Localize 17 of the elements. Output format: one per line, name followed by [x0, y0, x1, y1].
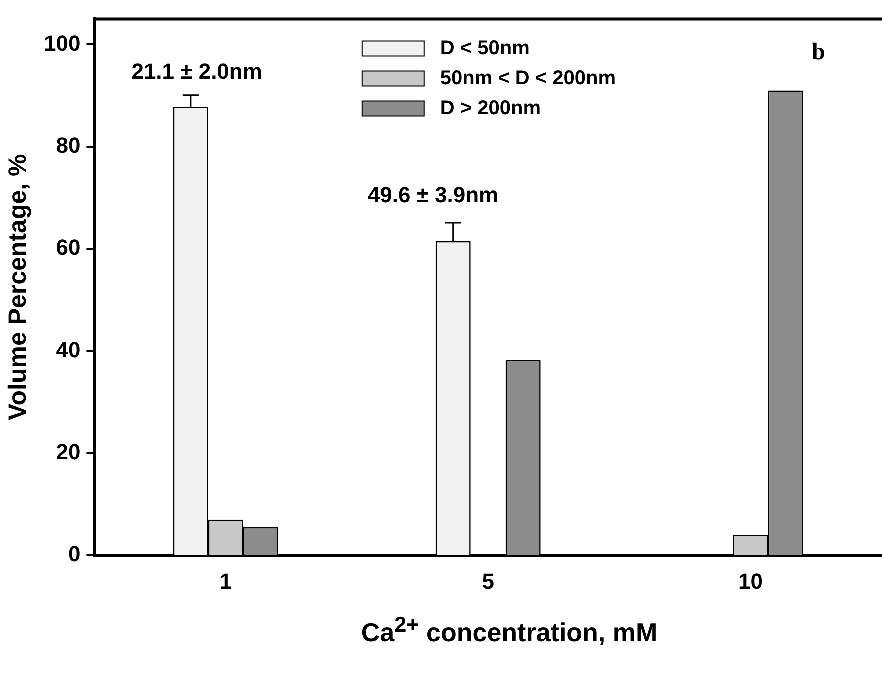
annotation: 49.6 ± 3.9nm [368, 182, 499, 208]
y-tick-label: 100 [44, 30, 81, 56]
x-tick-label: 10 [738, 568, 764, 594]
y-tick-label: 60 [56, 235, 81, 260]
x-tick-label: 1 [220, 568, 232, 594]
annotation: b [812, 39, 826, 66]
y-axis-title: Volume Percentage, % [4, 154, 32, 421]
y-tick-label: 80 [56, 132, 81, 158]
annotation: 21.1 ± 2.0nm [132, 58, 262, 84]
legend-label: D > 200nm [440, 98, 541, 120]
x-tick-label: 5 [482, 568, 494, 594]
y-tick-label: 40 [56, 337, 81, 362]
y-tick-label: 20 [56, 439, 81, 464]
x-axis-title: Ca$^{2+}$ concentration, mM [360, 612, 659, 649]
y-tick-label: 0 [68, 542, 81, 567]
legend-label: D < 50nm [440, 38, 530, 60]
legend-label: 50nm < D < 200nm [440, 68, 616, 90]
